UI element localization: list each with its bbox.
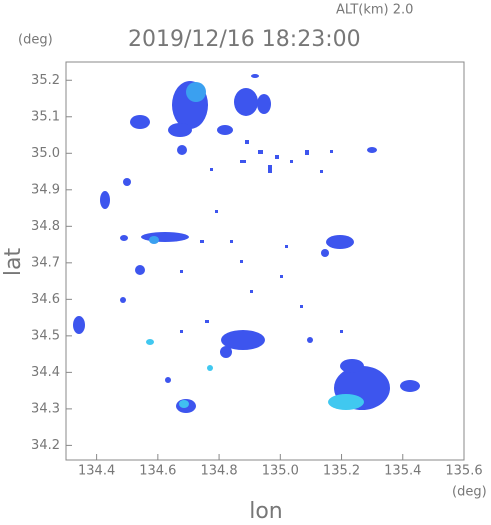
y-tick-label: 34.3: [31, 401, 60, 416]
x-tick-label: 135.0: [262, 464, 299, 479]
x-tick-label: 134.6: [139, 464, 176, 479]
radar-echoes: [73, 74, 420, 413]
x-tick-label: 135.6: [445, 464, 482, 479]
plot-frame: [65, 61, 465, 461]
x-tick-label: 134.8: [200, 464, 237, 479]
chart-title: 2019/12/16 18:23:00: [128, 27, 361, 52]
x-axis-label: lon: [249, 499, 283, 521]
y-tick-label: 34.6: [31, 292, 60, 307]
x-unit: (deg): [452, 485, 487, 500]
y-tick-label: 34.9: [31, 182, 60, 197]
x-tick-label: 134.4: [78, 464, 115, 479]
altitude-label: ALT(km) 2.0: [336, 3, 413, 18]
y-tick-label: 35.1: [31, 109, 60, 124]
y-tick-label: 34.7: [31, 255, 60, 270]
x-tick-label: 135.4: [384, 464, 421, 479]
y-tick-label: 34.4: [31, 365, 60, 380]
y-tick-label: 35.2: [31, 73, 60, 88]
y-unit: (deg): [18, 33, 53, 48]
y-tick-label: 34.5: [31, 328, 60, 343]
y-axis-label: lat: [1, 248, 26, 277]
y-tick-label: 34.2: [31, 438, 60, 453]
y-tick-label: 35.0: [31, 146, 60, 161]
x-tick-label: 135.2: [323, 464, 360, 479]
y-tick-label: 34.8: [31, 219, 60, 234]
